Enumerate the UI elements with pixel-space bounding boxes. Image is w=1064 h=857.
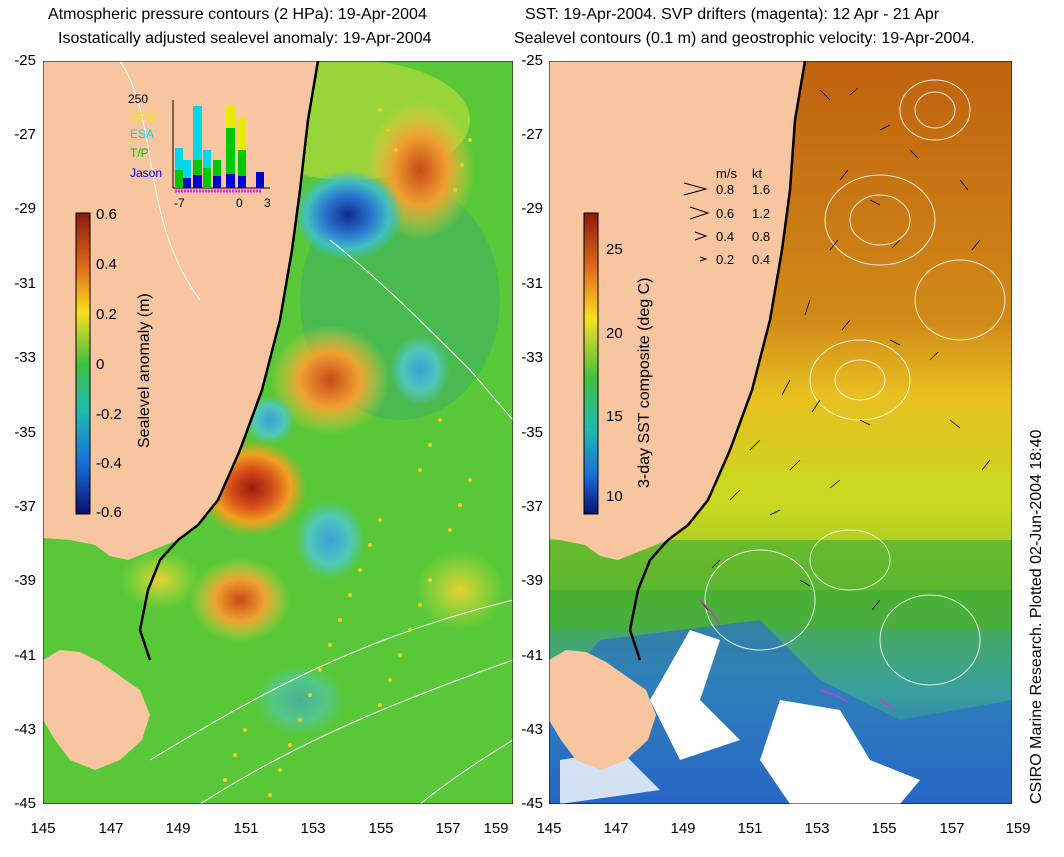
right-y-tick: -45	[521, 795, 543, 812]
velocity-legend-header-ms: m/s	[716, 166, 737, 181]
left-x-tick: 147	[98, 820, 124, 837]
left-title-line1: Atmospheric pressure contours (2 HPa): 1…	[48, 6, 427, 23]
sealevel-colorbar-tick: 0.2	[96, 306, 117, 323]
histogram-ymax: 250	[128, 92, 149, 106]
sealevel-colorbar-tick: 0	[96, 356, 105, 373]
left-x-tick: 153	[300, 820, 326, 837]
velocity-arrows	[699, 87, 991, 611]
altimeter-histogram	[172, 100, 270, 193]
left-x-tick: 155	[368, 820, 394, 837]
right-x-tick: 151	[737, 820, 763, 837]
right-x-tick: 153	[804, 820, 830, 837]
velocity-legend-ms: 0.2	[716, 252, 735, 267]
right-title-line2: Sealevel contours (0.1 m) and geostrophi…	[514, 30, 975, 47]
right-x-tick: 155	[871, 820, 897, 837]
sealevel-colorbar	[75, 212, 91, 515]
sst-colorbar	[583, 212, 599, 515]
sst-colorbar-tick: 10	[606, 488, 623, 505]
sealevel-colorbar-tick: -0.4	[96, 455, 122, 472]
left-x-tick: 157	[435, 820, 461, 837]
left-map	[43, 61, 513, 804]
left-x-tick: 159	[483, 820, 509, 837]
left-x-tick: 149	[165, 820, 191, 837]
velocity-legend-ms: 0.6	[716, 206, 735, 221]
right-y-tick: -43	[521, 721, 543, 738]
left-y-tick: -31	[14, 275, 36, 292]
credit-text: CSIRO Marine Research. Plotted 02-Jun-20…	[1028, 429, 1045, 804]
left-y-tick: -39	[14, 572, 36, 589]
right-y-tick: -39	[521, 572, 543, 589]
right-x-tick: 157	[939, 820, 965, 837]
velocity-legend-kt: 0.8	[752, 229, 771, 244]
left-y-tick: -29	[14, 200, 36, 217]
left-x-tick: 145	[30, 820, 56, 837]
left-y-tick: -37	[14, 498, 36, 515]
svp-drifter-tracks	[699, 599, 896, 711]
left-y-tick: -41	[14, 647, 36, 664]
right-y-tick: -31	[521, 275, 543, 292]
left-y-tick: -27	[14, 126, 36, 143]
sealevel-colorbar-tick: -0.6	[96, 504, 122, 521]
sealevel-colorbar-label: Sealevel anomaly (m)	[136, 293, 153, 448]
left-y-tick: -45	[14, 795, 36, 812]
histogram-legend-tp: T/P	[130, 146, 149, 160]
velocity-legend-header-kt: kt	[752, 166, 763, 181]
left-x-tick: 151	[233, 820, 259, 837]
right-y-tick: -37	[521, 498, 543, 515]
right-y-tick: -25	[521, 52, 543, 69]
right-x-tick: 149	[670, 820, 696, 837]
right-y-tick: -41	[521, 647, 543, 664]
histogram-x-tick: 3	[264, 196, 271, 210]
histogram-legend-esa: ESA	[130, 127, 155, 141]
sst-colorbar-label: 3-day SST composite (deg C)	[636, 277, 653, 488]
sealevel-colorbar-tick: 0.4	[96, 256, 117, 273]
velocity-legend-kt: 1.6	[752, 182, 771, 197]
right-x-tick: 147	[603, 820, 629, 837]
sst-colorbar-tick: 25	[606, 241, 623, 258]
right-y-tick: -29	[521, 200, 543, 217]
left-y-tick: -33	[14, 349, 36, 366]
velocity-legend-ms: 0.8	[716, 182, 735, 197]
velocity-legend-ms: 0.4	[716, 229, 735, 244]
left-y-tick: -25	[14, 52, 36, 69]
histogram-legend-jason: Jason	[130, 166, 163, 180]
right-x-tick: 159	[1005, 820, 1031, 837]
sealevel-colorbar-tick: 0.6	[96, 206, 117, 223]
left-y-tick: -43	[14, 721, 36, 738]
histogram-x-tick: -7	[174, 196, 185, 210]
histogram-legend-gfo: GFO	[130, 110, 156, 124]
velocity-legend-kt: 1.2	[752, 206, 771, 221]
left-title-line2: Isostatically adjusted sealevel anomaly:…	[58, 30, 432, 47]
sealevel-colorbar-tick: -0.2	[96, 406, 122, 423]
right-y-tick: -27	[521, 126, 543, 143]
velocity-legend-arrows	[683, 182, 710, 262]
left-y-tick: -35	[14, 424, 36, 441]
sst-colorbar-tick: 15	[606, 408, 623, 425]
right-y-tick: -35	[521, 424, 543, 441]
histogram-x-tick: 0	[236, 196, 243, 210]
right-x-tick: 145	[536, 820, 562, 837]
right-title-line1: SST: 19-Apr-2004. SVP drifters (magenta)…	[525, 6, 940, 23]
right-map	[549, 61, 1012, 804]
velocity-legend-kt: 0.4	[752, 252, 771, 267]
sst-colorbar-tick: 20	[606, 325, 623, 342]
right-y-tick: -33	[521, 349, 543, 366]
